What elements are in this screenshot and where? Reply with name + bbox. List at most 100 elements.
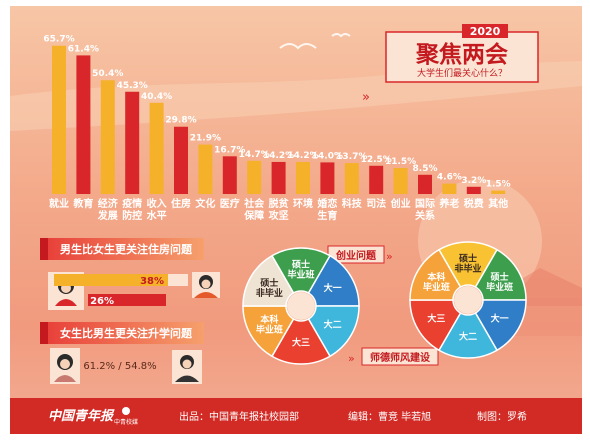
media-logo-icon (122, 407, 130, 415)
footer-editors: 编辑：曹竞 毕若旭 (348, 410, 431, 423)
category-label: 国际关系 (415, 198, 435, 222)
bar-value-label: 21.9% (190, 134, 221, 144)
bar (466, 186, 481, 194)
male-bar (54, 274, 168, 286)
bar-value-label: 29.8% (165, 116, 196, 126)
wheel-segment (409, 299, 462, 352)
bar-value-label: 40.4% (141, 92, 172, 102)
bar (198, 144, 213, 194)
bar-value-label: 14.0% (312, 151, 343, 161)
category-label: 住房 (171, 197, 191, 210)
female-avatar-icon (50, 348, 80, 384)
footer-source: 出品：中国青年报社校园部 (179, 410, 299, 423)
year-tag (462, 24, 508, 38)
category-label: 税费 (464, 197, 484, 210)
wheel-segment (437, 241, 499, 289)
bar (393, 168, 408, 194)
footer: 中国青年报 中青校媒 出品：中国青年报社校园部 编辑：曹竞 毕若旭 制图：罗希 (10, 398, 582, 434)
bar-value-label: 8.5% (413, 164, 438, 174)
wheel-segment-label: 本科毕业班 (423, 271, 450, 293)
category-label: 文化 (195, 197, 215, 210)
title-block: 2020 聚焦两会 大学生们最关心什么？ » (362, 24, 539, 105)
bar-value-label: 61.4% (68, 44, 99, 54)
title-frame (385, 31, 539, 83)
wheel-segment (437, 311, 499, 359)
double-chevron-icon: » (386, 250, 393, 263)
category-label: 其他 (488, 197, 508, 210)
category-label: 医疗 (220, 197, 240, 210)
panel-title-band (48, 238, 204, 260)
bar (149, 102, 164, 194)
bar-value-label: 14.7% (239, 150, 270, 160)
bar-value-label: 1.5% (486, 180, 511, 190)
infographic-poster: 2020 聚焦两会 大学生们最关心什么？ » 65.7% 61.4% 50.4% 45… (10, 6, 582, 434)
wheel-segment-label: 本科毕业班 (256, 313, 283, 335)
bar (320, 162, 335, 194)
bar (52, 45, 66, 194)
category-label: 科技 (342, 197, 363, 210)
wheel-title-box (361, 347, 439, 366)
male-avatar-icon (192, 272, 220, 298)
wheel-segment-label: 硕士非毕业 (454, 253, 481, 275)
double-chevron-icon: » (348, 352, 355, 365)
wheel-segment (307, 305, 360, 358)
category-label: 脱贫攻坚 (269, 197, 290, 222)
bar-value-label: 4.6% (437, 173, 462, 183)
wheel-segment-label: 大一 (324, 282, 342, 294)
male-value: 38% (140, 276, 164, 287)
bar-value-label: 16.7% (214, 145, 245, 155)
footer-bar (10, 398, 582, 434)
wheel-segment-label: 大一 (491, 312, 509, 324)
bar-value-label: 50.4% (92, 69, 123, 79)
bar-value-label: 14.2% (287, 151, 318, 161)
bar-value-label: 65.7% (43, 35, 74, 45)
bar (271, 161, 286, 194)
bar (222, 156, 237, 194)
wheel-hub (454, 286, 482, 314)
wheel-segment (270, 247, 332, 295)
bar-value-labels: 65.7%61.4% 50.4% 45.3%40.4% 29.8% 21.9%16.7%… (43, 35, 510, 190)
panel-title-band (48, 322, 204, 344)
category-label: 教育 (72, 197, 93, 210)
wheel-segment (307, 254, 360, 307)
year-text: 2020 (470, 25, 501, 38)
panel-value-text: 61.2% / 54.8% (83, 361, 156, 372)
bar (100, 80, 115, 194)
gender-panel-further-study: 女生比男生更关注升学问题 61.2% / 54.8% (40, 322, 204, 384)
bar (344, 163, 359, 194)
newspaper-logo: 中国青年报 (48, 408, 115, 424)
male-avatar-icon (172, 350, 202, 384)
media-logo-text: 中青校媒 (114, 418, 138, 426)
bar (418, 174, 432, 194)
infographic-canvas: 2020 聚焦两会 大学生们最关心什么？ » 65.7%61.4% 50.4% 45… (10, 24, 582, 434)
wheel-segment (474, 299, 527, 352)
bird-icon (279, 33, 351, 50)
wheel-segment-label: 大三 (292, 337, 310, 349)
bar (76, 55, 91, 194)
bar-value-label: 11.5% (385, 157, 416, 167)
bar-value-label: 14.2% (263, 151, 294, 161)
bar (296, 161, 310, 194)
category-label: 婚恋生育 (317, 197, 337, 222)
bar-chart (52, 45, 506, 194)
panel-title: 男生比女生更关注住房问题 (60, 242, 193, 256)
bar (174, 126, 188, 194)
wheel-segment-label: 硕士毕业班 (486, 271, 513, 293)
wheel-segment-label: 硕士非毕业 (256, 277, 283, 299)
bar (125, 91, 140, 194)
category-label: 疫情防控 (122, 197, 142, 222)
wheel-segment-label: 大二 (324, 318, 342, 330)
bar (369, 165, 384, 194)
category-label: 经济发展 (97, 197, 119, 222)
wheel-hub (287, 292, 315, 320)
category-label: 就业 (49, 197, 69, 210)
bar (491, 190, 506, 194)
category-label: 创业 (390, 197, 411, 210)
bar-value-label: 13.7% (336, 152, 367, 162)
gender-panel-housing: 男生比女生更关注住房问题 38% 26% (40, 238, 220, 310)
